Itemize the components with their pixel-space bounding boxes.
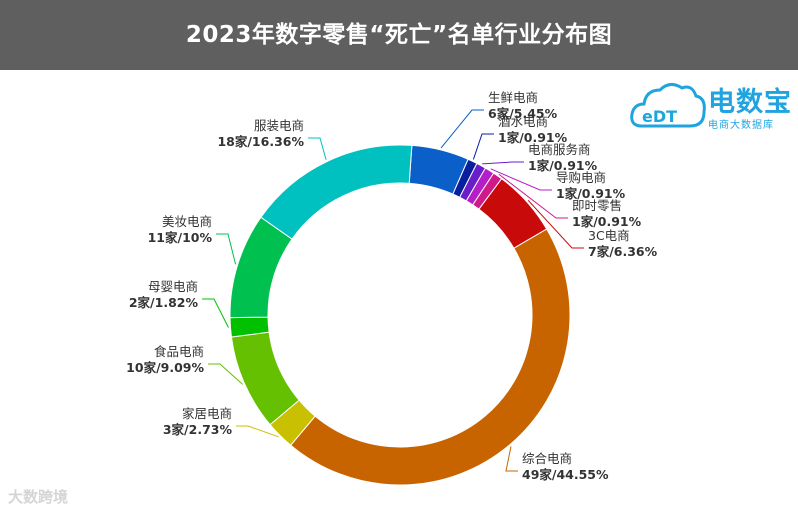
slice-name-label: 酒水电商 <box>498 114 548 129</box>
slice-name-label: 电商服务商 <box>528 142 591 157</box>
leader-line <box>482 161 524 165</box>
slice-name-label: 美妆电商 <box>162 214 212 229</box>
leader-line <box>490 168 552 191</box>
slice-name-label: 3C电商 <box>588 228 630 243</box>
slice-value-label: 1家/0.91% <box>572 214 642 229</box>
slice-value-label: 1家/0.91% <box>528 158 598 173</box>
logo: eDT 电数宝 电商大数据库 <box>628 74 794 136</box>
leader-line <box>505 446 518 472</box>
slice-value-label: 10家/9.09% <box>126 360 204 375</box>
slice-name-label: 食品电商 <box>154 344 204 359</box>
chart-title: 2023年数字零售“死亡”名单行业分布图 <box>185 22 613 48</box>
leader-line <box>208 363 243 385</box>
slice-value-label: 3家/2.73% <box>163 422 233 437</box>
leader-line <box>236 425 279 438</box>
donut-slice <box>260 144 413 240</box>
slice-value-label: 18家/16.36% <box>217 134 304 149</box>
donut-chart: 生鲜电商6家/5.45%酒水电商1家/0.91%电商服务商1家/0.91%导购电… <box>126 90 658 486</box>
slice-value-label: 1家/0.91% <box>498 130 568 145</box>
slice-name-label: 导购电商 <box>556 170 606 185</box>
logo-mark: eDT <box>642 107 677 126</box>
slice-name-label: 即时零售 <box>572 198 622 213</box>
leader-line <box>472 133 494 160</box>
leader-line <box>202 298 229 328</box>
title-bar: 2023年数字零售“死亡”名单行业分布图 <box>0 0 798 70</box>
slice-value-label: 1家/0.91% <box>556 186 626 201</box>
slice-value-label: 49家/44.55% <box>522 467 609 482</box>
donut-slice <box>290 228 571 486</box>
leader-line <box>498 173 568 219</box>
slice-value-label: 7家/6.36% <box>588 244 658 259</box>
leader-line <box>308 137 327 160</box>
leader-line <box>440 109 484 149</box>
slice-name-label: 生鲜电商 <box>488 90 538 105</box>
watermark: 大数跨境 <box>8 488 69 506</box>
slice-name-label: 综合电商 <box>522 451 572 466</box>
logo-title: 电数宝 <box>708 87 792 118</box>
cloud-logo-icon: eDT <box>630 83 706 128</box>
leader-line <box>216 233 237 265</box>
slice-name-label: 母婴电商 <box>148 279 198 294</box>
slice-value-label: 6家/5.45% <box>488 106 558 121</box>
slice-name-label: 服装电商 <box>254 118 304 133</box>
slice-value-label: 11家/10% <box>148 230 213 245</box>
slice-name-label: 家居电商 <box>182 406 232 421</box>
logo-subtitle: 电商大数据库 <box>708 120 774 131</box>
slice-value-label: 2家/1.82% <box>129 295 199 310</box>
leader-line <box>527 199 584 249</box>
